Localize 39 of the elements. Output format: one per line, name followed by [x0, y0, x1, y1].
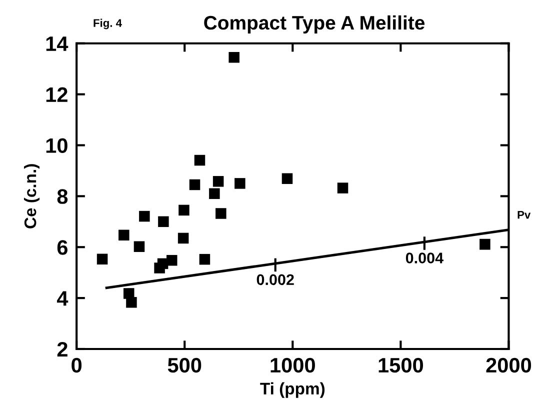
- point: [126, 297, 137, 308]
- annotation: Pv: [518, 211, 531, 219]
- point: [480, 238, 490, 250]
- y-tick-label: 14: [46, 36, 68, 51]
- point: [209, 188, 220, 200]
- point: [199, 254, 210, 265]
- chart-title: Compact Type A Melilite: [204, 15, 425, 34]
- point: [96, 254, 108, 264]
- x-tick-label: 500: [168, 358, 202, 373]
- point: [178, 204, 190, 216]
- x-tick-label: 0: [72, 358, 82, 373]
- point: [166, 254, 178, 266]
- y-tick-label: 10: [46, 138, 68, 153]
- x-axis-title: Ti (ppm): [260, 382, 325, 398]
- y-tick-label: 8: [57, 189, 68, 204]
- point: [189, 179, 200, 190]
- point: [234, 178, 246, 189]
- point: [194, 154, 206, 166]
- point: [178, 232, 189, 244]
- caption: Fig. 4: [94, 18, 122, 30]
- point: [158, 216, 169, 228]
- y-tick-label: 6: [57, 240, 68, 255]
- x-tick-label: 1000: [270, 358, 315, 373]
- y-tick-label: 4: [56, 291, 68, 306]
- y-axis-title: Ce (c.n.): [24, 164, 40, 228]
- point: [337, 182, 348, 194]
- x-tick-label: 1500: [378, 358, 423, 373]
- point: [212, 176, 224, 187]
- point: [139, 210, 150, 222]
- point: [228, 52, 240, 63]
- point: [118, 230, 130, 241]
- y-tick-label: 2: [57, 342, 68, 357]
- y-tick-label: 12: [46, 87, 68, 102]
- annotation: 0.004: [406, 252, 444, 264]
- point: [282, 173, 293, 184]
- point: [134, 241, 145, 252]
- x-tick-label: 2000: [486, 358, 532, 373]
- annotation: 0.002: [256, 274, 294, 286]
- point: [216, 208, 226, 219]
